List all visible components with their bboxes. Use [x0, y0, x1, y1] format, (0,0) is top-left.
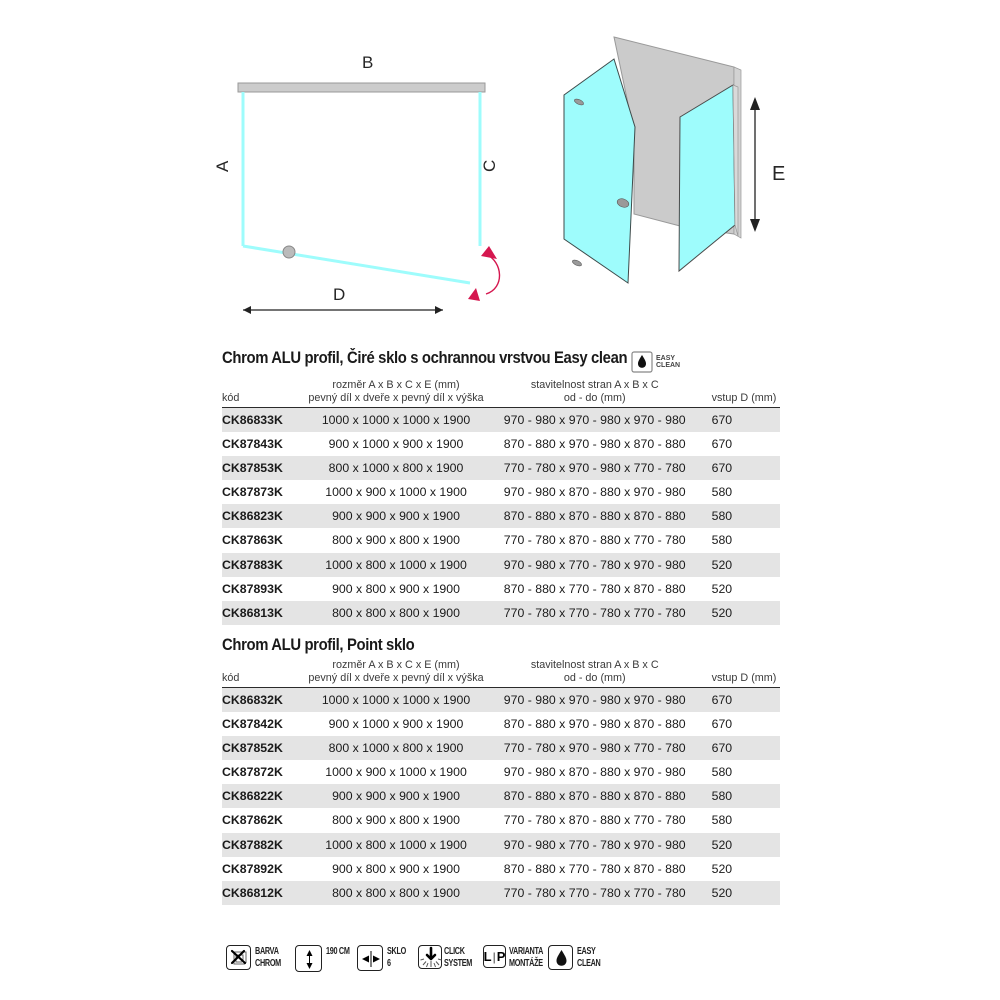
svg-text:B: B [362, 53, 373, 72]
svg-text:D: D [333, 285, 345, 304]
svg-text:A: A [213, 160, 232, 172]
svg-text:C: C [480, 160, 499, 172]
svg-text:E: E [772, 163, 785, 185]
